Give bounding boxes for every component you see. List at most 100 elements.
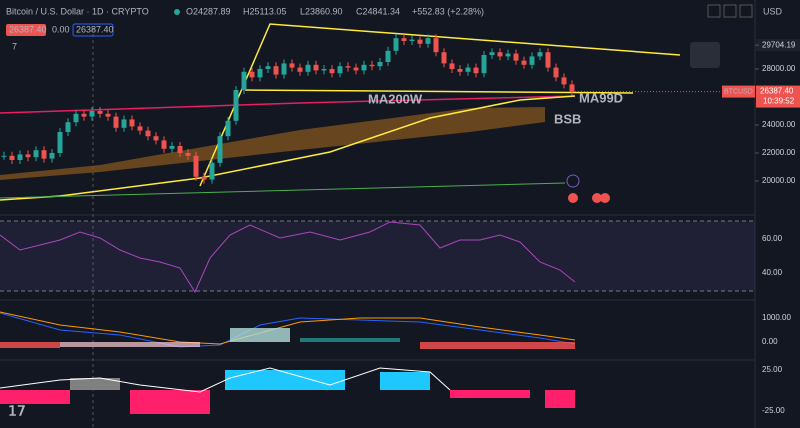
candle-body [481,55,487,74]
ask-box[interactable] [72,23,114,37]
candles [1,34,575,184]
event-icon[interactable] [566,174,580,188]
candle-body [529,56,535,65]
price-tag-timer: 10:39:52 [763,97,795,106]
candle-body [121,119,127,128]
candle-body [289,63,295,68]
status-dot [174,9,180,15]
candle-body [425,38,431,44]
candle-body [297,67,303,72]
hist-block [545,390,575,408]
candle-body [369,64,375,67]
candle-body [81,113,87,117]
candle-body [265,66,271,69]
logo: 𝟣𝟩 [8,403,26,419]
candle-body [185,153,191,156]
hist-block [0,342,60,348]
symbol-title: Bitcoin / U.S. Dollar · 1D · CRYPTO [6,6,149,16]
price-tick: 22000.00 [762,148,796,157]
ohlc-open: O24287.89 [186,6,231,16]
candle-body [105,113,111,117]
candle-body [433,38,439,53]
candle-body [41,150,47,159]
hist-block [70,378,120,390]
rsi-band [0,221,755,291]
price-tag [756,85,800,108]
rsi-tick: 40.00 [762,268,783,277]
candle-body [321,69,327,71]
candle-body [137,126,143,131]
price-tick: 20000.00 [762,176,796,185]
candle-body [65,122,71,132]
macd-tick: 0.00 [762,337,778,346]
ask: 26387.40 [76,24,114,34]
momentum-histogram [0,370,575,414]
symbol-tag [722,85,755,98]
hist-block [450,390,530,398]
signal-line [0,311,576,345]
candle-body [145,130,151,137]
candle-body [17,154,23,160]
candle-body [177,146,183,153]
candle-body [73,113,79,123]
candle-body [377,62,383,67]
candle-body [361,64,367,71]
tool-button[interactable] [690,42,720,68]
bid-box[interactable] [6,24,46,36]
ma99d-label: MA99D [579,90,623,105]
window-buttons [707,4,753,18]
bid: 26387.40 [9,24,47,34]
macd-histogram [0,328,575,349]
candle-body [49,153,55,159]
candle-body [337,66,343,74]
candle-body [505,53,511,57]
ohlc-high: H25113.05 [243,6,286,16]
hist-block [130,390,210,414]
candle-body [401,38,407,41]
candle-body [449,63,455,69]
candle-body [553,67,559,78]
candle-body [313,64,319,71]
hist-block [420,342,575,349]
candle-body [441,52,447,64]
momentum-line [0,367,451,393]
event-icon[interactable] [568,193,578,203]
event-icon[interactable] [592,193,602,203]
hist-block [300,338,400,342]
candle-body [153,136,159,141]
candle-body [409,39,415,41]
triangle [199,23,681,187]
momentum-tick: 25.00 [762,365,783,374]
candle-body [473,67,479,74]
candle-body [521,60,527,65]
candle-body [129,119,135,127]
button[interactable] [739,4,753,18]
candle-body [465,67,471,72]
candle-body [1,155,7,157]
candle-body [569,84,575,92]
candle-body [249,71,255,78]
candle-body [513,53,519,61]
candle-body [385,50,391,62]
momentum-tick: -25.00 [762,406,785,415]
candle-body [329,69,335,74]
hist-block [0,390,70,404]
button[interactable] [707,4,721,18]
indicator-count[interactable]: 7 [12,41,17,51]
green-line [0,182,566,199]
candle-body [217,136,223,163]
price-tick: 29704.19 [762,40,796,49]
spread: 0.00 [52,24,70,34]
candle-body [545,52,551,68]
button[interactable] [723,4,737,18]
candle-body [233,90,239,121]
candle-body [89,111,95,117]
candle-body [97,111,103,114]
ohlc-low: L23860.90 [300,6,343,16]
hist-block [380,372,430,390]
bsb-label: BSB [554,111,581,126]
event-icon[interactable] [600,193,610,203]
currency: USD [763,6,783,16]
candle-body [241,71,247,90]
